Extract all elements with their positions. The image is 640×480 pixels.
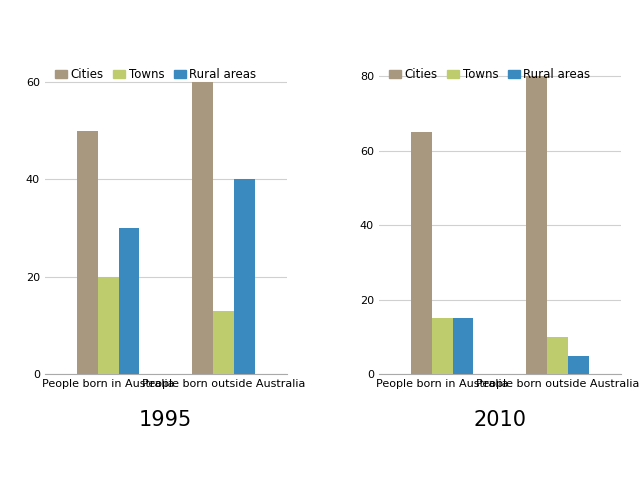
Bar <box>411 132 432 374</box>
Bar <box>432 319 452 374</box>
Bar <box>192 82 213 374</box>
Bar <box>98 277 118 374</box>
Bar <box>568 356 589 374</box>
Bar <box>118 228 140 374</box>
Bar <box>526 76 547 374</box>
Bar <box>213 311 234 374</box>
Legend: Cities, Towns, Rural areas: Cities, Towns, Rural areas <box>385 63 595 86</box>
Bar <box>77 131 98 374</box>
Bar <box>547 337 568 374</box>
Bar <box>452 319 474 374</box>
X-axis label: 2010: 2010 <box>474 410 526 430</box>
Bar <box>234 180 255 374</box>
X-axis label: 1995: 1995 <box>139 410 193 430</box>
Legend: Cities, Towns, Rural areas: Cities, Towns, Rural areas <box>51 63 261 86</box>
